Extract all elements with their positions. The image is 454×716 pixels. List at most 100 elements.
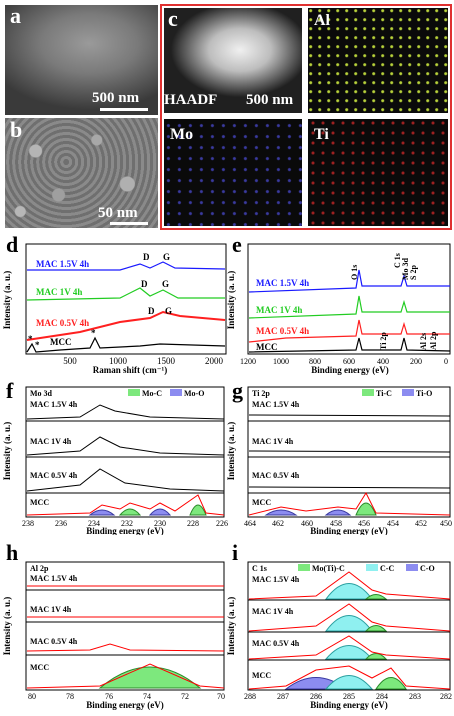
svg-text:MAC 1V 4h: MAC 1V 4h [30, 605, 72, 614]
eds-map-mo [164, 119, 302, 226]
svg-text:MAC 1V 4h: MAC 1V 4h [30, 437, 72, 446]
svg-text:MAC 1V 4h: MAC 1V 4h [252, 437, 294, 446]
haadf-image [164, 8, 302, 113]
svg-text:232: 232 [121, 519, 133, 528]
haadf-label: HAADF [164, 92, 218, 108]
svg-text:282: 282 [440, 692, 452, 701]
scale-label-c: 500 nm [246, 92, 294, 108]
svg-text:464: 464 [244, 519, 256, 528]
svg-text:1000: 1000 [273, 357, 289, 366]
raman-xlabel: Raman shift (cm⁻¹) [93, 365, 167, 375]
eds-label-mo: Mo [170, 126, 194, 143]
svg-text:74: 74 [143, 692, 151, 701]
survey-xlabel: Binding energy (eV) [311, 365, 389, 375]
svg-text:800: 800 [309, 357, 321, 366]
raman-peak-d1: D [143, 252, 150, 262]
svg-text:287: 287 [277, 692, 289, 701]
xps-survey-chart: Intensity (a. u.) Binding energy (eV) 12… [226, 243, 451, 375]
svg-text:Intensity (a. u.): Intensity (a. u.) [2, 422, 12, 481]
svg-text:C-O: C-O [420, 564, 435, 573]
svg-text:MAC 1V 4h: MAC 1V 4h [252, 607, 294, 616]
panel-label-e: e [232, 232, 242, 257]
raman-series-0.5v: MAC 0.5V 4h [36, 318, 89, 328]
svg-text:236: 236 [55, 519, 67, 528]
raman-tick-2000: 2000 [205, 356, 224, 366]
raman-star-1: * [28, 334, 33, 344]
scale-bar-b [110, 222, 148, 225]
svg-text:Al 2p: Al 2p [429, 331, 438, 350]
svg-text:283: 283 [409, 692, 421, 701]
svg-text:MAC 0.5V 4h: MAC 0.5V 4h [30, 637, 78, 646]
svg-text:Intensity (a. u.): Intensity (a. u.) [226, 597, 236, 656]
svg-text:MAC 1V 4h: MAC 1V 4h [256, 305, 302, 315]
raman-star-2: * [35, 340, 40, 350]
svg-text:80: 80 [28, 692, 36, 701]
svg-text:1200: 1200 [240, 357, 256, 366]
mo3d-chart: Intensity (a. u.) Binding energy (eV) 23… [2, 386, 228, 535]
svg-text:238: 238 [22, 519, 34, 528]
svg-text:284: 284 [376, 692, 388, 701]
scale-label-a: 500 nm [92, 90, 140, 106]
raman-series-1.5v: MAC 1.5V 4h [36, 259, 89, 269]
raman-ylabel: Intensity (a. u.) [2, 271, 12, 330]
svg-text:MCC: MCC [252, 671, 271, 680]
svg-text:0: 0 [444, 357, 448, 366]
svg-text:Mo(Ti)-C: Mo(Ti)-C [312, 564, 345, 573]
survey-ylabel: Intensity (a. u.) [226, 271, 236, 330]
svg-text:Mo 3d: Mo 3d [401, 257, 410, 280]
svg-text:Ti-C: Ti-C [376, 389, 392, 398]
svg-text:MCC: MCC [30, 663, 49, 672]
svg-text:462: 462 [272, 519, 284, 528]
panel-label-a: a [10, 3, 21, 28]
raman-curve-1v [26, 287, 225, 301]
svg-text:Ti-O: Ti-O [416, 389, 432, 398]
svg-text:286: 286 [310, 692, 322, 701]
svg-text:C-C: C-C [380, 564, 394, 573]
svg-text:Intensity (a. u.): Intensity (a. u.) [226, 422, 236, 481]
al2p-chart: Intensity (a. u.) Binding energy (eV) 80… [2, 561, 225, 710]
svg-text:228: 228 [187, 519, 199, 528]
svg-text:MCC: MCC [30, 498, 49, 507]
svg-text:400: 400 [377, 357, 389, 366]
scale-bar-a [100, 108, 148, 111]
svg-text:Mo 3d: Mo 3d [30, 389, 53, 398]
svg-text:MCC: MCC [252, 498, 271, 507]
raman-series-mcc: MCC [50, 337, 72, 347]
svg-text:C 1s: C 1s [393, 253, 402, 268]
svg-text:230: 230 [154, 519, 166, 528]
raman-star-3: * [91, 328, 96, 338]
svg-text:460: 460 [301, 519, 313, 528]
sem-image-b [5, 118, 158, 228]
svg-text:Mo-O: Mo-O [184, 389, 204, 398]
eds-label-ti: Ti [314, 126, 329, 143]
raman-curve-1.5v [27, 261, 226, 271]
eds-frame: c HAADF 500 nm Al Mo Ti [160, 4, 452, 230]
svg-text:Mo-C: Mo-C [142, 389, 162, 398]
svg-text:MAC 1.5V 4h: MAC 1.5V 4h [30, 400, 78, 409]
svg-text:452: 452 [415, 519, 427, 528]
svg-text:MAC 1.5V 4h: MAC 1.5V 4h [30, 574, 78, 583]
svg-text:288: 288 [244, 692, 256, 701]
svg-text:Ti 2p: Ti 2p [379, 332, 388, 350]
raman-peak-d3: D [148, 306, 155, 316]
svg-text:MAC 0.5V 4h: MAC 0.5V 4h [252, 639, 300, 648]
ti2p-chart: Intensity (a. u.) Binding energy (eV) 46… [226, 386, 452, 535]
raman-chart: Intensity (a. u.) Raman shift (cm⁻¹) 500… [2, 243, 227, 375]
svg-text:MAC 1.5V 4h: MAC 1.5V 4h [252, 400, 300, 409]
raman-peak-g2: G [162, 279, 169, 289]
eds-label-al: Al [314, 12, 330, 29]
svg-text:Binding energy (eV): Binding energy (eV) [86, 700, 164, 710]
svg-text:MAC 0.5V 4h: MAC 0.5V 4h [30, 471, 78, 480]
eds-map-ti [308, 119, 448, 226]
svg-text:MAC 1.5V 4h: MAC 1.5V 4h [252, 575, 300, 584]
svg-text:458: 458 [330, 519, 342, 528]
panel-label-g: g [232, 378, 243, 403]
svg-text:72: 72 [181, 692, 189, 701]
panel-label-f: f [6, 378, 14, 403]
raman-peak-d2: D [141, 279, 148, 289]
svg-text:MAC 1.5V 4h: MAC 1.5V 4h [256, 278, 309, 288]
panel-label-d: d [6, 232, 19, 257]
raman-tick-1000: 1000 [109, 356, 128, 366]
svg-text:Binding energy (eV): Binding energy (eV) [310, 700, 388, 710]
svg-text:Al 2s: Al 2s [419, 333, 428, 350]
